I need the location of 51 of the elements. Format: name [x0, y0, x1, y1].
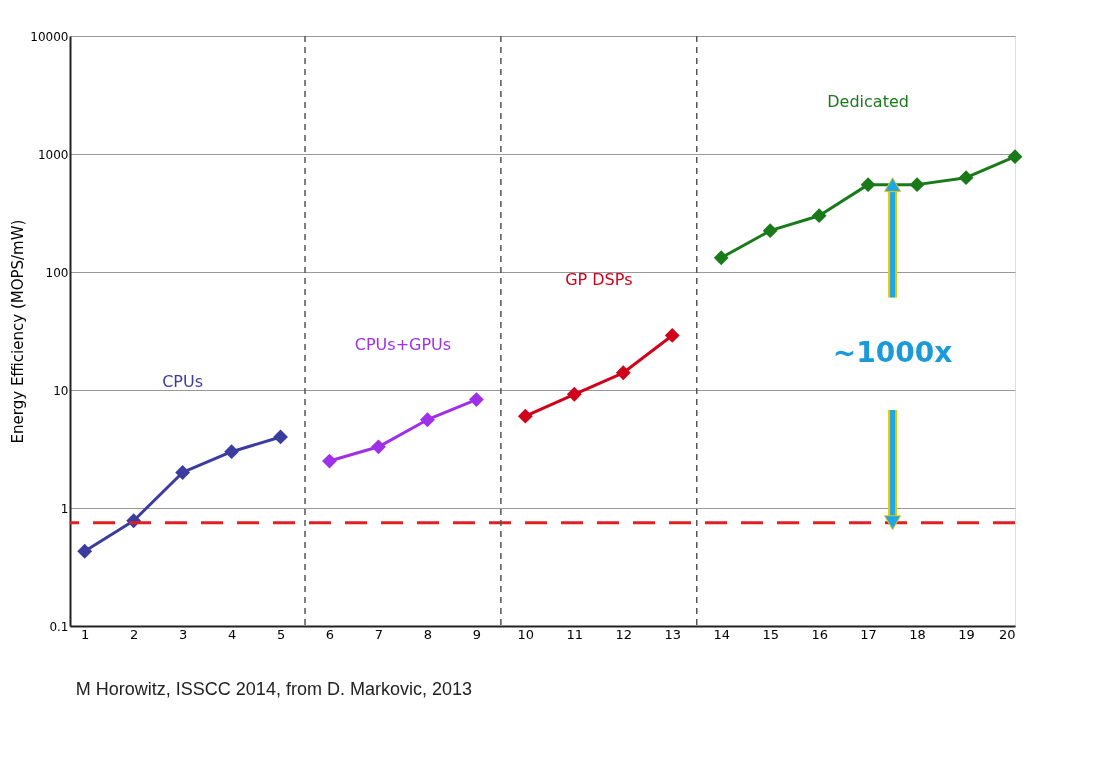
point	[1007, 149, 1023, 165]
x-tick-label: 12	[615, 626, 633, 642]
point	[958, 170, 974, 186]
y-tick-label: 0.1	[49, 619, 69, 634]
point	[811, 208, 827, 224]
x-tick-label: 2	[130, 626, 139, 642]
x-tick-label: 7	[374, 626, 384, 642]
point	[420, 412, 435, 428]
point	[77, 543, 93, 559]
x-tick-label: 10	[517, 626, 535, 642]
y-tick-label: 1	[60, 501, 69, 516]
text: GP DSPs	[565, 270, 633, 290]
point	[371, 439, 386, 455]
text: CPUs+GPUs	[354, 334, 452, 354]
annotation: ~1000x	[832, 335, 953, 369]
x-tick-label: 4	[227, 626, 237, 642]
point	[615, 365, 631, 381]
x-tick-label: 5	[276, 626, 286, 642]
point	[762, 223, 778, 239]
point	[517, 408, 533, 424]
x-tick-label: 18	[909, 626, 926, 642]
point	[175, 465, 191, 480]
x-tick-label: 14	[713, 626, 730, 642]
y-axis-title: Energy Efficiency (MOPS/mW)	[9, 219, 28, 444]
point	[713, 250, 729, 266]
x-tick-label: 16	[811, 626, 828, 642]
point	[909, 177, 925, 193]
x-tick-label: 17	[860, 626, 877, 642]
x-tick-label: 20	[998, 626, 1016, 642]
point	[860, 177, 876, 193]
y-tick-label: 10000	[30, 29, 69, 44]
text: CPUs	[162, 371, 204, 391]
point	[468, 392, 484, 407]
x-tick-label: 3	[178, 626, 188, 642]
y-tick-label: 10	[53, 383, 69, 398]
point	[224, 444, 239, 460]
x-tick-label: 1	[81, 626, 90, 642]
x-tick-label: 19	[958, 626, 975, 642]
x-tick-label: 11	[566, 626, 584, 642]
x-tick-label: 15	[762, 626, 779, 642]
point	[566, 386, 582, 402]
x-tick-label: 8	[423, 626, 433, 642]
y-tick-label: 100	[45, 265, 69, 280]
x-tick-label: 6	[325, 626, 335, 642]
point	[273, 429, 288, 445]
text: M Horowitz, ISSCC 2014, from D. Markovic, 2013	[75, 679, 472, 699]
x-tick-label: 13	[664, 626, 682, 642]
text: Dedicated	[827, 91, 909, 111]
x-tick-label: 9	[472, 626, 482, 642]
point	[664, 328, 680, 343]
y-tick-label: 1000	[37, 147, 69, 162]
